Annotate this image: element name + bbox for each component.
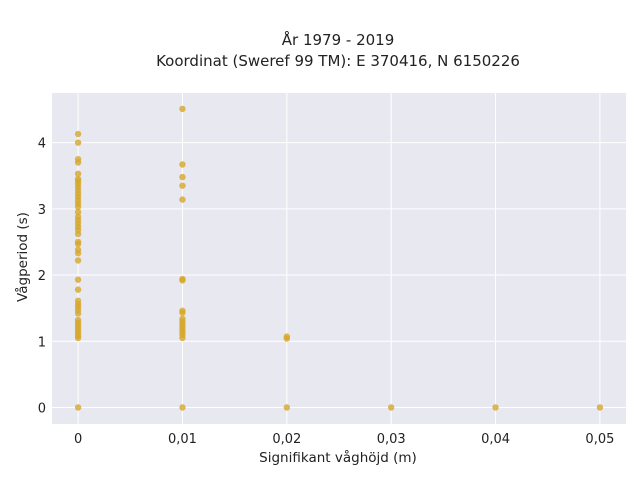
data-point (74, 257, 82, 264)
data-point (283, 404, 291, 411)
data-point (74, 238, 82, 246)
y-tick-label: 0 (38, 401, 46, 416)
data-point (179, 275, 186, 283)
y-tick-label: 4 (38, 137, 46, 152)
x-axis-title: Signifikant våghöjd (m) (259, 449, 417, 466)
data-point (179, 182, 186, 189)
chart-title-line2: Koordinat (Sweref 99 TM): E 370416, N 61… (156, 52, 520, 70)
x-tick-labels: 0 0,01 0,02 0,03 0,04 0,05 (74, 432, 614, 447)
data-point (74, 316, 82, 324)
data-point (179, 105, 186, 113)
data-point (179, 315, 186, 322)
data-point (74, 130, 82, 138)
data-point (179, 307, 186, 314)
x-tick-label: 0,02 (272, 432, 301, 447)
y-axis-title: Vågperiod (s) (14, 212, 31, 302)
x-tick-label: 0,03 (377, 432, 406, 447)
x-tick-label: 0,01 (168, 432, 197, 447)
data-point (74, 276, 82, 283)
data-point (179, 404, 186, 411)
data-point (179, 173, 186, 181)
y-tick-labels: 0 1 2 3 4 (38, 137, 46, 417)
y-tick-label: 2 (38, 269, 46, 284)
data-point (74, 286, 82, 293)
data-point (74, 170, 82, 177)
grid-lines (52, 93, 626, 424)
data-point (74, 208, 82, 216)
data-point (74, 246, 82, 254)
data-point (283, 333, 291, 340)
x-tick-label: 0 (74, 432, 82, 447)
plot-area (52, 93, 626, 424)
y-tick-label: 3 (38, 203, 46, 218)
data-point (596, 404, 604, 411)
data-point (74, 175, 82, 183)
data-point (179, 161, 186, 168)
data-point (387, 404, 395, 411)
data-point (74, 139, 82, 146)
data-point (179, 196, 186, 203)
y-tick-label: 1 (38, 335, 46, 350)
data-point (492, 404, 499, 411)
data-point (74, 156, 82, 163)
chart-title-line1: År 1979 - 2019 (282, 30, 395, 49)
data-point (74, 213, 82, 220)
data-point (74, 404, 82, 411)
x-tick-label: 0,04 (481, 432, 510, 447)
data-point (74, 297, 82, 305)
data-points (74, 105, 604, 411)
x-tick-label: 0,05 (585, 432, 614, 447)
